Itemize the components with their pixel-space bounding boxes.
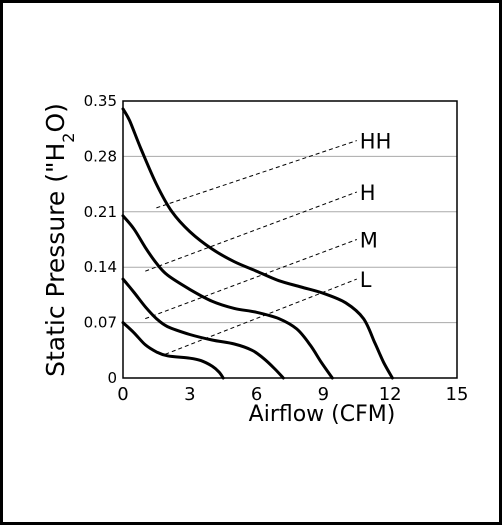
- series-label-l: L: [360, 268, 372, 292]
- series-label-m: M: [360, 229, 378, 253]
- series-label-hh: HH: [360, 130, 392, 154]
- y-tick-label: 0.14: [84, 258, 117, 276]
- x-tick-labels: 0 3 6 9 12 15: [117, 384, 468, 405]
- y-tick-labels: 0 0.07 0.14 0.21 0.28 0.35: [84, 92, 117, 387]
- y-axis-label-tail: O): [41, 103, 70, 132]
- x-tick-label: 0: [117, 384, 128, 405]
- plot-frame: [122, 100, 458, 379]
- y-axis-label-subscript: 2: [59, 133, 78, 143]
- leader-line-m: [145, 239, 357, 320]
- y-tick-label: 0.07: [84, 314, 117, 332]
- x-tick-label: 6: [251, 384, 262, 405]
- leader-line-l: [165, 278, 357, 355]
- x-axis-label: Airflow (CFM): [249, 402, 396, 427]
- y-tick-label: 0.21: [84, 203, 117, 221]
- series-label-h: H: [360, 181, 376, 205]
- y-axis-label: Static Pressure ("H2O): [41, 103, 78, 377]
- series-line-hh: [121, 107, 394, 380]
- y-tick-label: 0.35: [84, 92, 117, 110]
- leader-line-h: [145, 191, 357, 272]
- y-tick-label: 0.28: [84, 147, 117, 165]
- x-tick-label: 9: [318, 384, 329, 405]
- leader-line-hh: [156, 140, 357, 209]
- series-line-h: [121, 214, 334, 380]
- series-curves: [121, 107, 394, 380]
- x-tick-label: 15: [446, 384, 469, 405]
- series-line-m: [121, 277, 285, 380]
- x-tick-label: 3: [184, 384, 195, 405]
- y-axis-label-quote: "H: [41, 143, 70, 173]
- leader-lines: [145, 140, 357, 355]
- y-axis-label-main: Static Pressure (: [41, 173, 70, 377]
- y-tick-label: 0: [107, 369, 117, 387]
- series-line-l: [121, 321, 225, 380]
- x-tick-label: 12: [379, 384, 402, 405]
